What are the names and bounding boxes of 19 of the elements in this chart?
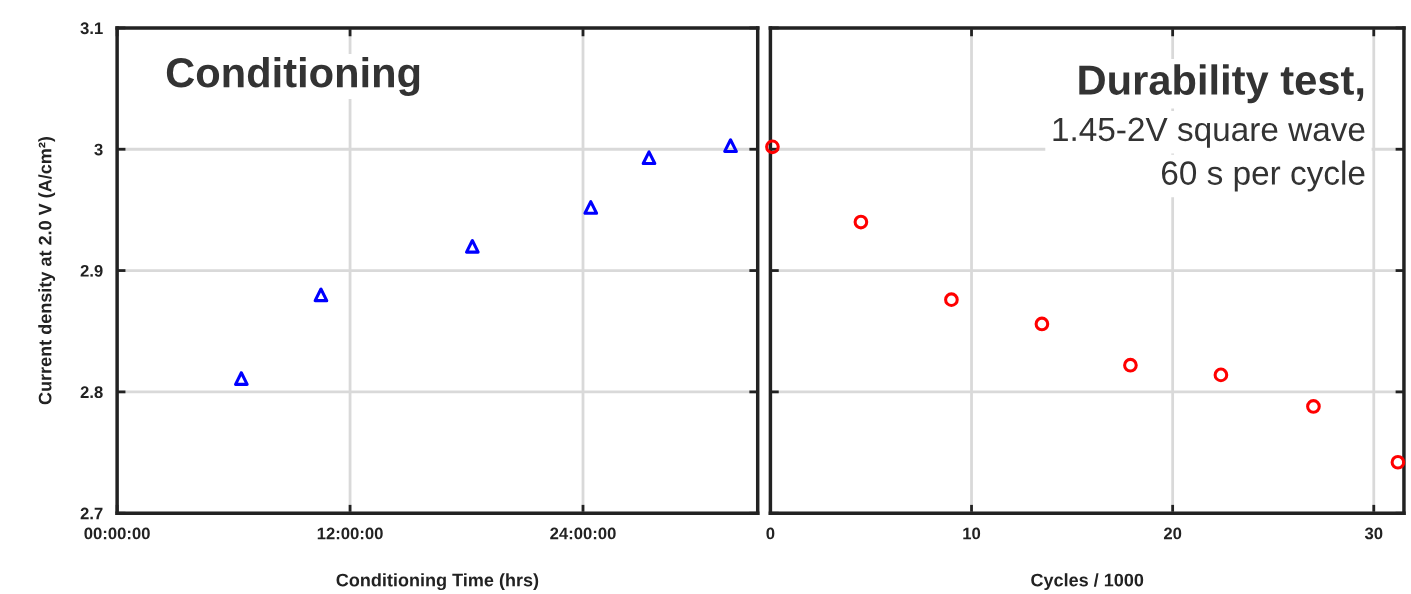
x-tick-label: 00:00:00	[84, 527, 150, 540]
x-tick-label: 12:00:00	[317, 527, 383, 540]
x-tick-label: 24:00:00	[550, 527, 616, 540]
x-tick-label: 0	[766, 527, 775, 540]
annotation: 1.45-2V square wave	[1053, 117, 1365, 148]
x-tick-label: 10	[963, 527, 981, 540]
x-axis-title: Cycles / 1000	[1031, 573, 1144, 591]
x-tick-label: 30	[1364, 527, 1383, 540]
y-tick-label: 2.8	[80, 386, 103, 399]
x-axis-title: Conditioning Time (hrs)	[336, 573, 539, 591]
y-axis-title: Current density at 2.0 V (A/cm²)	[38, 137, 56, 405]
x-tick-label: 20	[1163, 527, 1182, 540]
annotation: Conditioning	[166, 56, 420, 96]
y-tick-label: 3.1	[80, 22, 103, 35]
annotation: Durability test,	[1079, 64, 1364, 104]
y-tick-label: 3	[94, 143, 103, 156]
annotation: 60 s per cycle	[1161, 160, 1365, 192]
y-tick-label: 2.7	[80, 507, 103, 520]
y-tick-label: 2.9	[80, 264, 103, 277]
